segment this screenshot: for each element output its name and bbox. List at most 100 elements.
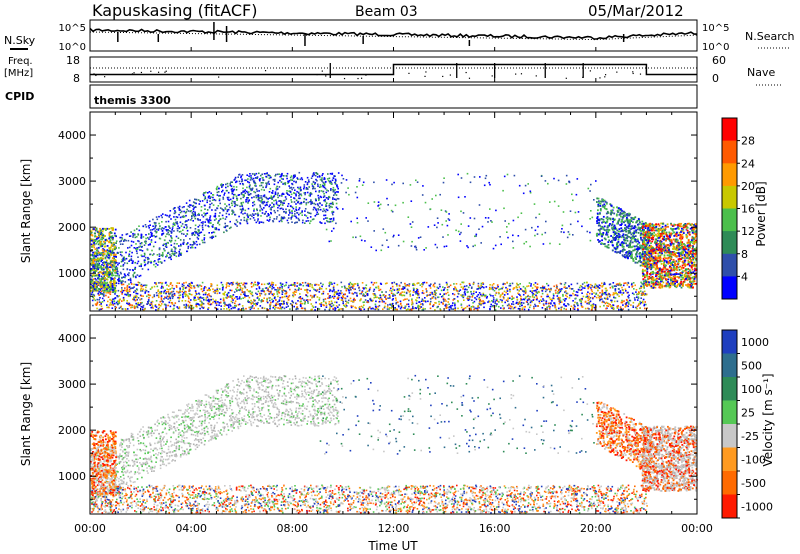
echo <box>178 207 181 210</box>
echo <box>183 282 185 284</box>
echo <box>180 230 182 233</box>
echo <box>621 209 623 212</box>
echo <box>529 304 532 307</box>
echo <box>264 293 267 295</box>
echo <box>555 292 557 294</box>
echo <box>155 216 158 218</box>
echo <box>508 285 511 287</box>
echo <box>252 284 255 287</box>
echo <box>286 303 288 305</box>
echo <box>366 290 369 293</box>
echo <box>300 300 302 303</box>
echo <box>333 289 335 291</box>
echo <box>259 206 262 208</box>
echo <box>206 209 209 211</box>
echo <box>227 196 230 199</box>
echo <box>234 202 236 205</box>
echo <box>601 239 603 242</box>
echo <box>454 303 456 305</box>
echo <box>318 299 321 301</box>
echo <box>223 302 225 304</box>
echo <box>427 226 430 228</box>
echo <box>545 302 547 305</box>
echo <box>547 182 549 185</box>
echo <box>254 213 257 215</box>
echo <box>416 292 419 295</box>
echo <box>564 282 567 284</box>
nave-dot <box>343 77 346 80</box>
echo <box>387 304 389 306</box>
echo <box>376 296 378 299</box>
echo <box>281 290 284 293</box>
echo <box>308 186 310 188</box>
echo <box>263 189 265 191</box>
echo <box>221 289 224 291</box>
echo <box>188 199 191 202</box>
echo <box>478 301 481 303</box>
echo <box>147 302 149 305</box>
echo <box>497 285 499 288</box>
echo <box>528 306 531 309</box>
echo <box>337 191 339 193</box>
echo <box>268 197 271 199</box>
echo <box>123 276 125 278</box>
echo <box>307 211 309 214</box>
echo <box>260 215 262 217</box>
echo <box>125 239 127 242</box>
echo <box>439 285 441 288</box>
echo <box>222 189 224 192</box>
echo <box>174 218 177 221</box>
echo <box>147 261 150 263</box>
echo <box>128 253 131 256</box>
echo <box>277 307 279 309</box>
echo <box>418 296 420 299</box>
echo <box>90 285 92 288</box>
echo <box>323 304 325 307</box>
echo <box>290 205 292 208</box>
echo <box>117 252 119 254</box>
echo <box>179 287 181 290</box>
echo <box>267 287 269 290</box>
echo <box>352 285 355 287</box>
echo <box>445 303 447 306</box>
echo <box>188 283 191 285</box>
echo <box>140 289 142 291</box>
echo <box>534 234 536 237</box>
echo <box>135 283 137 286</box>
echo <box>469 181 472 184</box>
echo <box>183 304 185 306</box>
echo <box>511 306 513 308</box>
echo <box>179 216 182 219</box>
echo <box>136 228 138 230</box>
echo <box>307 284 309 286</box>
echo <box>209 206 211 208</box>
echo <box>221 186 223 188</box>
echo <box>164 214 167 216</box>
echo <box>214 214 217 217</box>
echo <box>231 181 233 183</box>
echo <box>301 307 304 310</box>
echo <box>507 300 509 302</box>
echo <box>224 226 227 229</box>
echo <box>257 218 259 220</box>
echo <box>272 282 275 284</box>
echo <box>318 297 321 299</box>
echo <box>506 304 509 307</box>
echo <box>628 299 631 302</box>
echo <box>246 218 249 221</box>
echo <box>329 304 331 306</box>
echo <box>442 302 444 304</box>
echo <box>291 214 294 217</box>
echo <box>166 229 168 232</box>
echo <box>452 299 455 301</box>
echo <box>217 221 220 223</box>
echo <box>316 203 319 205</box>
echo <box>183 284 185 287</box>
echo <box>149 304 151 306</box>
echo <box>443 245 446 248</box>
echo <box>140 298 143 300</box>
echo <box>392 293 395 295</box>
echo <box>190 210 193 212</box>
echo <box>508 222 510 225</box>
echo <box>268 191 271 193</box>
